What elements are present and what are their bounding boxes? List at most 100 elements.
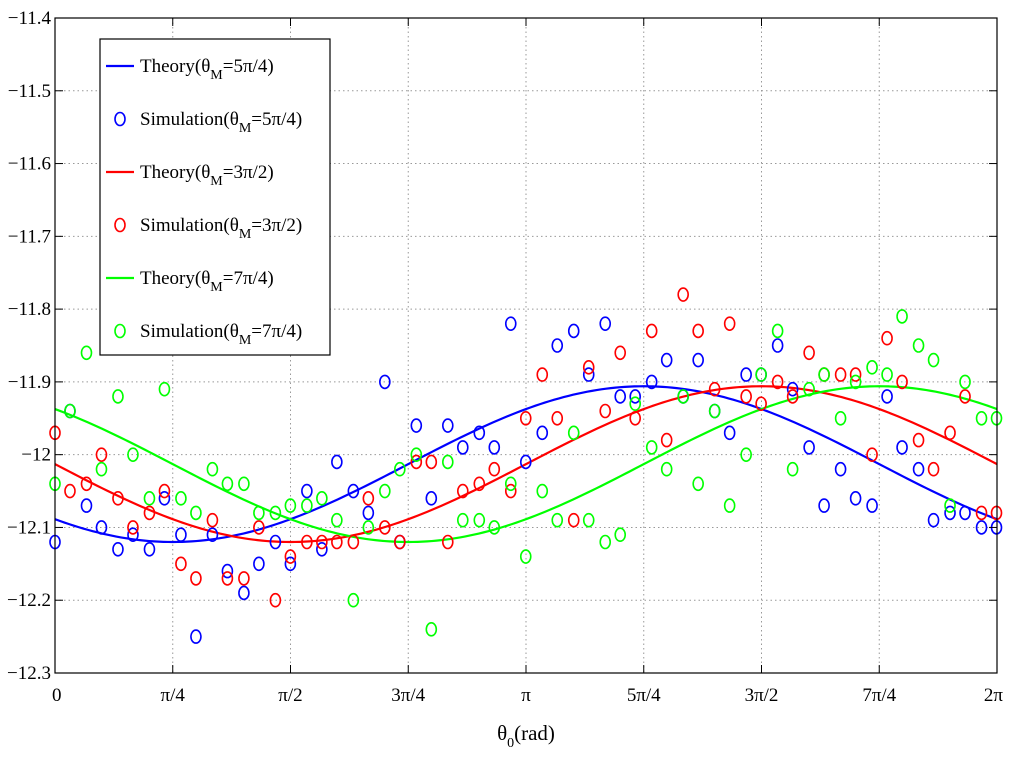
simulation-point-5: [221, 476, 234, 492]
simulation-point-1: [206, 527, 219, 543]
legend-entry-label: Simulation(θM=7π/4): [140, 321, 302, 348]
simulation-point-5: [190, 505, 202, 521]
simulation-point-5: [582, 512, 595, 528]
simulation-point-1: [912, 461, 925, 477]
legend-label-main: Theory(θ: [140, 268, 210, 289]
simulation-point-1: [347, 483, 360, 499]
simulation-point-3: [488, 461, 501, 477]
simulation-point-1: [284, 556, 297, 572]
simulation-point-3: [803, 345, 815, 361]
simulation-point-3: [362, 491, 375, 506]
simulation-point-5: [818, 367, 830, 382]
simulation-point-5: [740, 447, 752, 462]
simulation-point-3: [190, 571, 202, 586]
simulation-point-3: [834, 367, 847, 382]
simulation-point-5: [347, 592, 360, 608]
y-tick-label: −11.7: [8, 226, 51, 247]
simulation-point-1: [221, 563, 234, 579]
legend-label-sub: M: [239, 121, 252, 136]
theory-curve-0: [54, 385, 998, 544]
simulation-point-1: [866, 498, 878, 513]
x-tick-label: 3π/2: [745, 685, 779, 706]
simulation-point-5: [206, 461, 219, 477]
simulation-point-1: [818, 498, 830, 513]
simulation-point-3: [269, 592, 282, 608]
simulation-point-5: [488, 520, 501, 535]
x-tick-label: 0: [52, 685, 62, 706]
simulation-point-1: [175, 527, 187, 543]
simulation-point-1: [112, 541, 124, 557]
simulation-point-3: [866, 447, 878, 462]
legend-label-sub: M: [239, 227, 252, 242]
simulation-point-3: [645, 323, 658, 339]
y-tick-label: −11.4: [8, 8, 52, 29]
legend-entry-label: Simulation(θM=5π/4): [140, 109, 302, 136]
y-tick-label: −12.2: [7, 590, 51, 611]
simulation-point-1: [614, 389, 627, 404]
simulation-point-1: [80, 498, 93, 513]
simulation-point-3: [692, 323, 704, 339]
simulation-point-5: [660, 461, 673, 477]
simulation-point-3: [95, 447, 108, 462]
legend-marker-swatch: [114, 217, 126, 233]
simulation-point-1: [253, 556, 265, 572]
simulation-point-3: [849, 367, 862, 382]
y-tick-label: −11.6: [8, 154, 51, 175]
legend-box: [99, 38, 331, 356]
x-tick-label: π/2: [278, 685, 302, 706]
simulation-point-5: [834, 410, 847, 426]
simulation-point-3: [301, 534, 313, 550]
simulation-point-5: [301, 498, 313, 513]
simulation-point-1: [692, 352, 704, 368]
legend-label-main: Theory(θ: [140, 56, 210, 77]
simulation-point-3: [175, 556, 187, 572]
legend-entry-label: Theory(θM=5π/4): [140, 56, 274, 83]
simulation-point-1: [316, 541, 328, 557]
simulation-point-1: [959, 505, 971, 521]
x-axis-title-unit: (rad): [514, 721, 555, 745]
simulation-point-3: [143, 505, 156, 521]
simulation-point-5: [959, 374, 971, 390]
legend-label-main: Simulation(θ: [140, 109, 239, 130]
simulation-point-1: [362, 505, 375, 521]
simulation-point-3: [582, 360, 595, 375]
simulation-point-3: [755, 396, 767, 412]
simulation-point-5: [143, 491, 156, 506]
simulation-point-3: [221, 571, 234, 586]
simulation-point-1: [551, 338, 564, 353]
legend-label-tail: =5π/4): [223, 56, 274, 77]
simulation-point-1: [723, 425, 736, 441]
simulation-point-3: [206, 512, 219, 528]
simulation-point-1: [473, 425, 486, 441]
simulation-point-1: [536, 425, 549, 441]
simulation-point-3: [599, 403, 612, 419]
simulation-point-3: [629, 410, 642, 426]
simulation-point-3: [425, 454, 438, 470]
y-tick-label: −12: [21, 445, 51, 466]
simulation-point-3: [410, 454, 423, 470]
simulation-point-5: [253, 505, 265, 521]
simulation-point-5: [64, 403, 76, 419]
simulation-point-3: [975, 505, 988, 521]
simulation-point-3: [771, 374, 784, 390]
simulation-point-3: [912, 432, 925, 448]
simulation-point-3: [112, 491, 124, 506]
simulation-point-3: [708, 381, 721, 397]
simulation-point-3: [158, 483, 171, 499]
simulation-point-3: [551, 410, 564, 426]
simulation-point-5: [771, 323, 784, 339]
x-tick-label: π/4: [161, 685, 186, 706]
legend-label-sub: M: [239, 333, 252, 348]
simulation-point-1: [849, 491, 862, 506]
x-tick-labels: 0 π/4 π/2 3π/4 π 5π/4 3π/2 7π/4 2π: [52, 685, 1003, 706]
simulation-point-5: [599, 534, 612, 550]
simulation-point-3: [379, 520, 391, 535]
simulation-point-5: [158, 381, 171, 397]
legend-label-sub: M: [210, 174, 223, 189]
legend-entry-label: Simulation(θM=3π/2): [140, 215, 302, 242]
simulation-point-5: [536, 483, 549, 499]
simulation-point-1: [660, 352, 673, 368]
simulation-point-3: [896, 374, 908, 390]
simulation-point-3: [536, 367, 549, 382]
